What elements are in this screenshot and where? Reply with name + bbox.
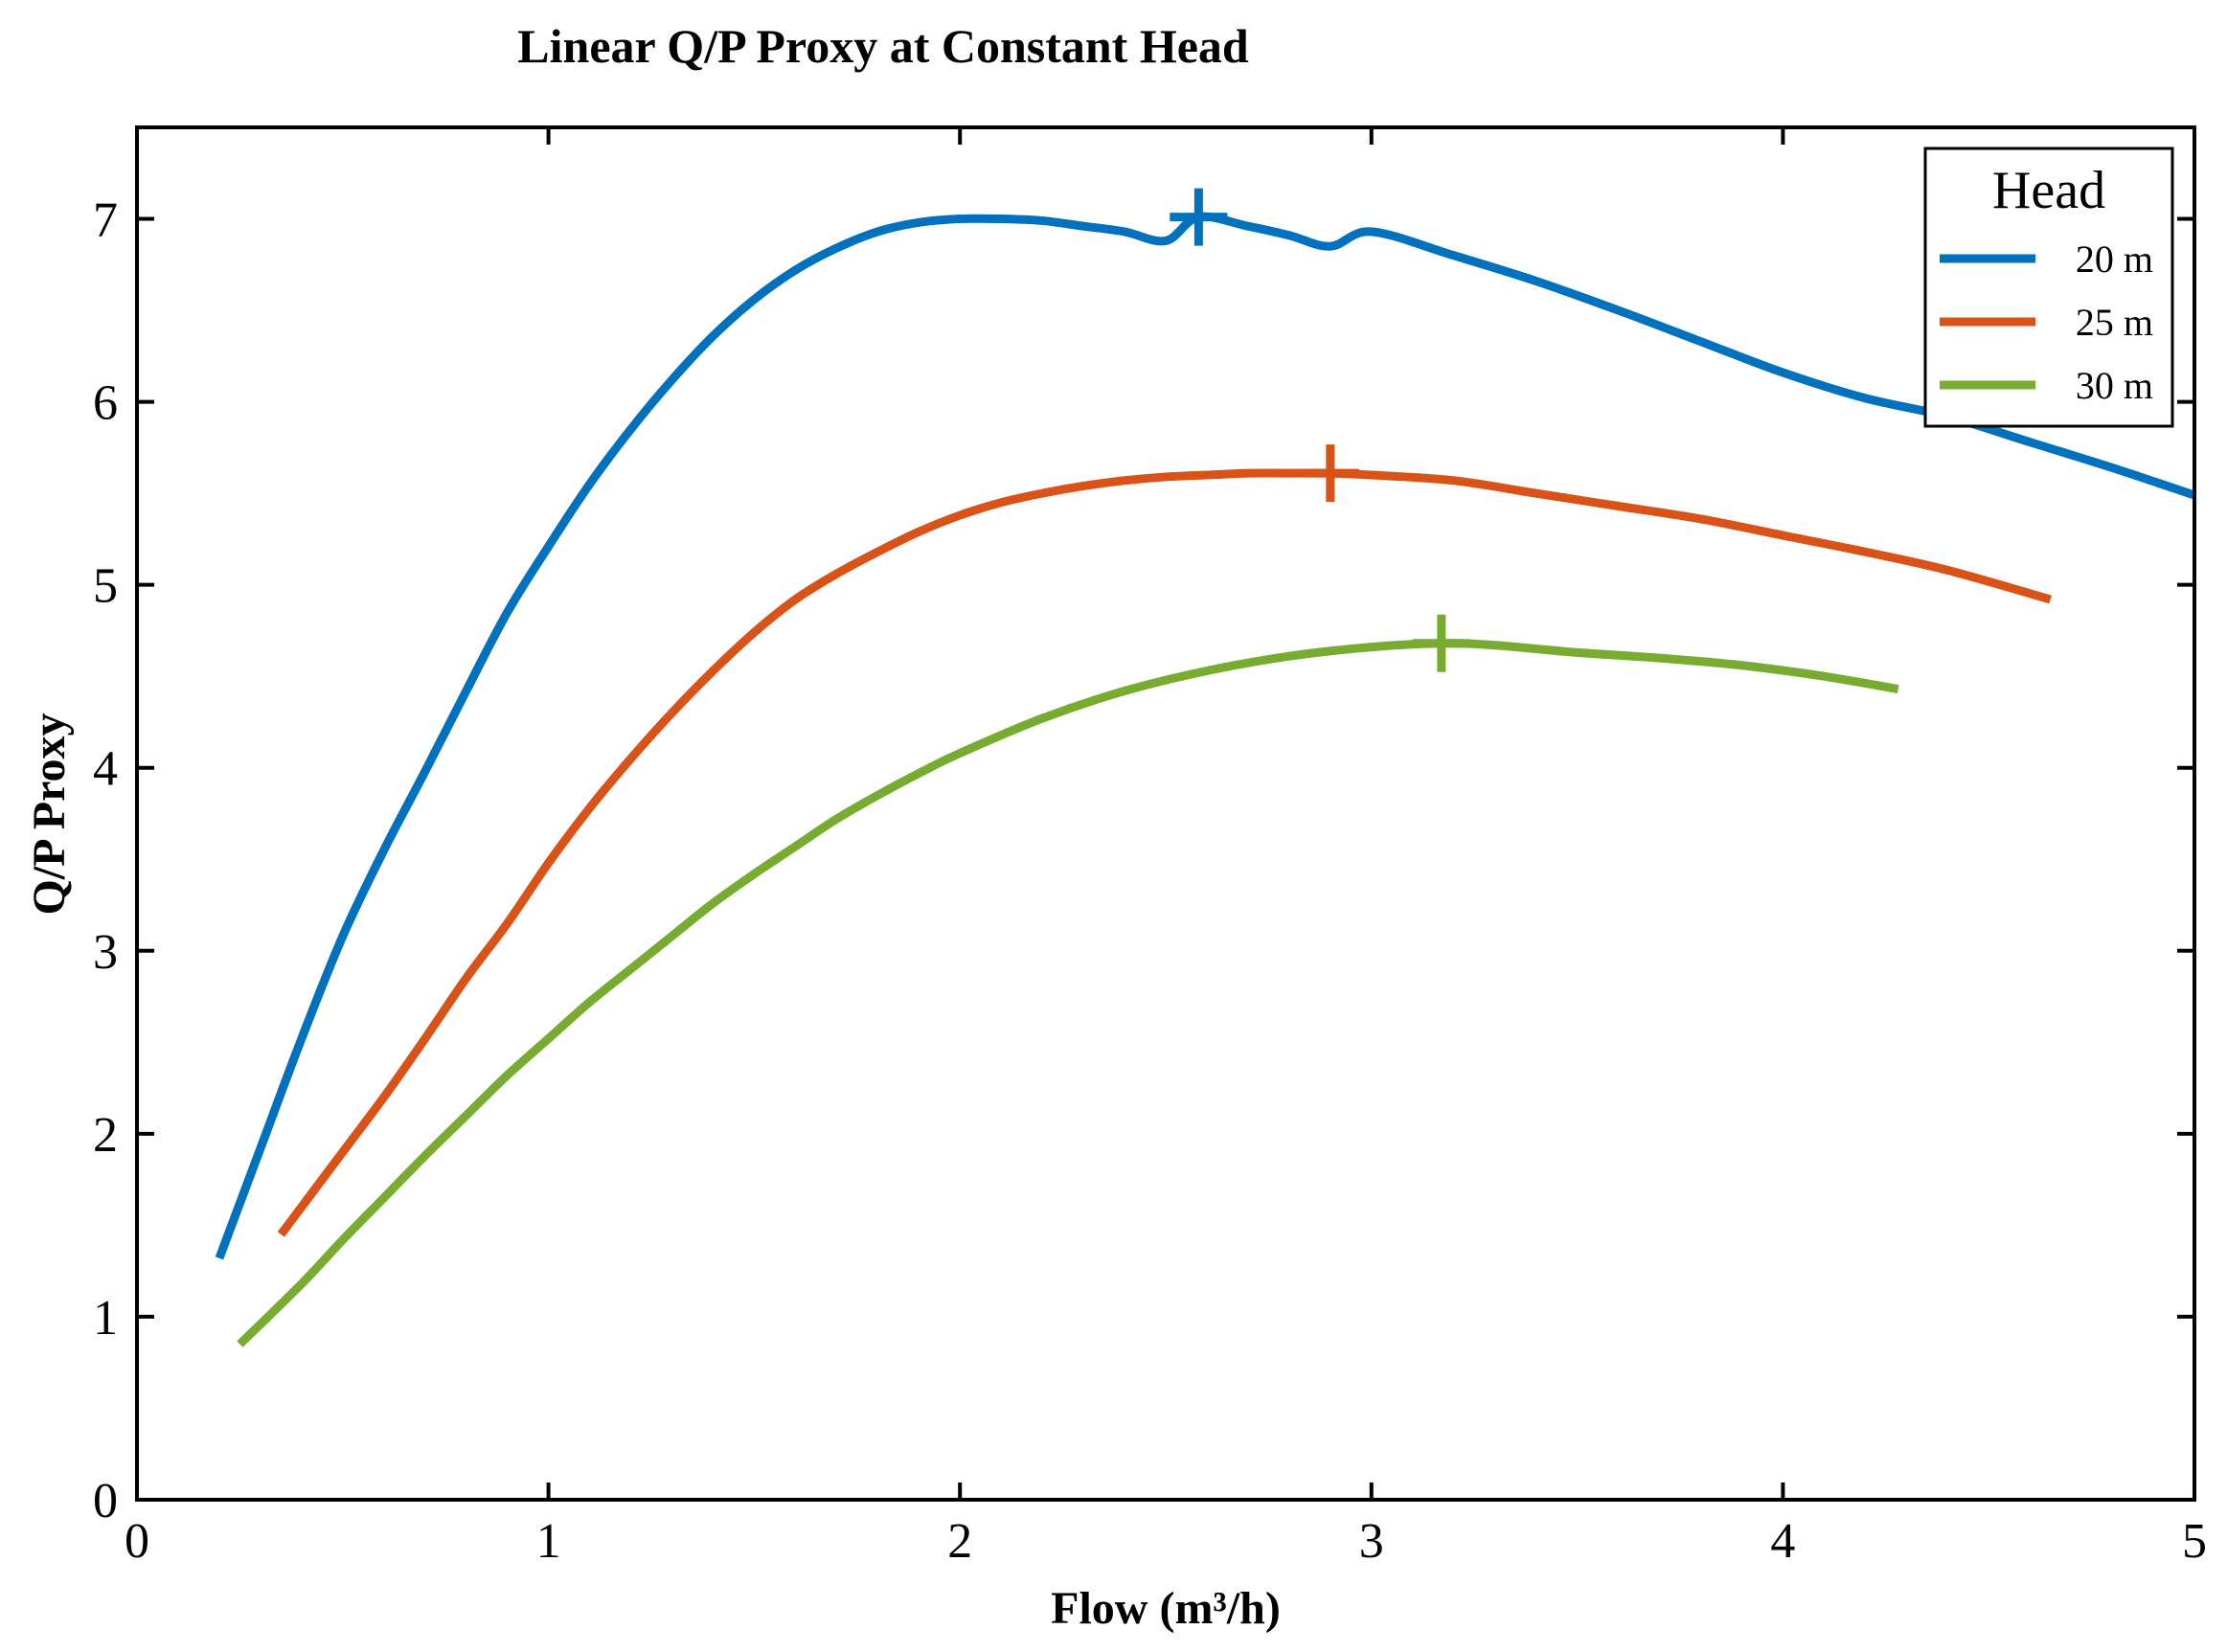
peak-markers <box>1170 188 1470 672</box>
x-tick-label: 2 <box>947 1514 972 1569</box>
legend: Head 20 m 25 m 30 m <box>1923 147 2174 428</box>
series-line-30m <box>237 639 1899 1347</box>
series-layer <box>215 212 2196 1347</box>
x-tick-label: 1 <box>536 1514 561 1569</box>
y-axis-label: Q/P Proxy <box>24 713 75 915</box>
series-line-20m <box>215 212 2196 1260</box>
axis-ticks: 0 1 2 3 4 5 0 1 2 3 4 5 6 7 <box>93 127 2207 1569</box>
y-tick-label: 3 <box>93 925 118 980</box>
x-tick-label: 5 <box>2182 1514 2207 1569</box>
peak-marker-20m <box>1170 188 1228 246</box>
legend-items: 20 m 25 m 30 m <box>1940 238 2153 407</box>
x-tick-label: 0 <box>125 1514 149 1569</box>
legend-box <box>1923 147 2174 428</box>
legend-title: Head <box>1992 161 2105 220</box>
y-tick-label: 6 <box>93 376 118 431</box>
peak-marker-30m <box>1412 614 1470 672</box>
y-tick-label: 2 <box>93 1108 118 1163</box>
x-axis-label: Flow (m³/h) <box>1051 1583 1281 1634</box>
legend-label-30m: 30 m <box>2076 364 2153 407</box>
y-tick-label: 1 <box>93 1291 118 1346</box>
y-tick-label: 7 <box>93 193 118 248</box>
x-tick-label: 4 <box>1770 1514 1795 1569</box>
series-line-25m <box>277 468 2052 1237</box>
legend-label-20m: 20 m <box>2076 238 2153 281</box>
plot-frame <box>135 125 2196 1502</box>
x-tick-label: 3 <box>1359 1514 1384 1569</box>
y-tick-label: 5 <box>93 559 118 614</box>
y-tick-label: 4 <box>93 742 118 797</box>
peak-marker-25m <box>1301 444 1359 503</box>
legend-label-25m: 25 m <box>2076 301 2153 344</box>
chart-title: Linear Q/P Proxy at Constant Head <box>517 19 1249 73</box>
y-tick-label: 0 <box>93 1474 118 1528</box>
